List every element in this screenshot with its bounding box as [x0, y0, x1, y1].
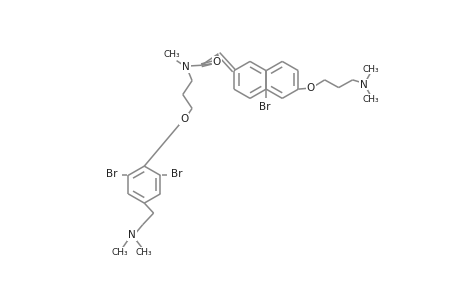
Text: O: O [306, 82, 314, 93]
Text: CH₃: CH₃ [362, 94, 379, 103]
Text: CH₃: CH₃ [112, 248, 129, 257]
Text: N: N [128, 230, 135, 240]
Text: Br: Br [106, 169, 117, 179]
Text: O: O [180, 114, 188, 124]
Text: CH₃: CH₃ [136, 248, 152, 257]
Text: O: O [213, 57, 220, 67]
Text: N: N [182, 62, 190, 72]
Text: CH₃: CH₃ [163, 50, 180, 59]
Text: Br: Br [171, 169, 182, 179]
Text: N: N [359, 80, 367, 89]
Text: CH₃: CH₃ [362, 64, 379, 74]
Text: Br: Br [258, 102, 270, 112]
